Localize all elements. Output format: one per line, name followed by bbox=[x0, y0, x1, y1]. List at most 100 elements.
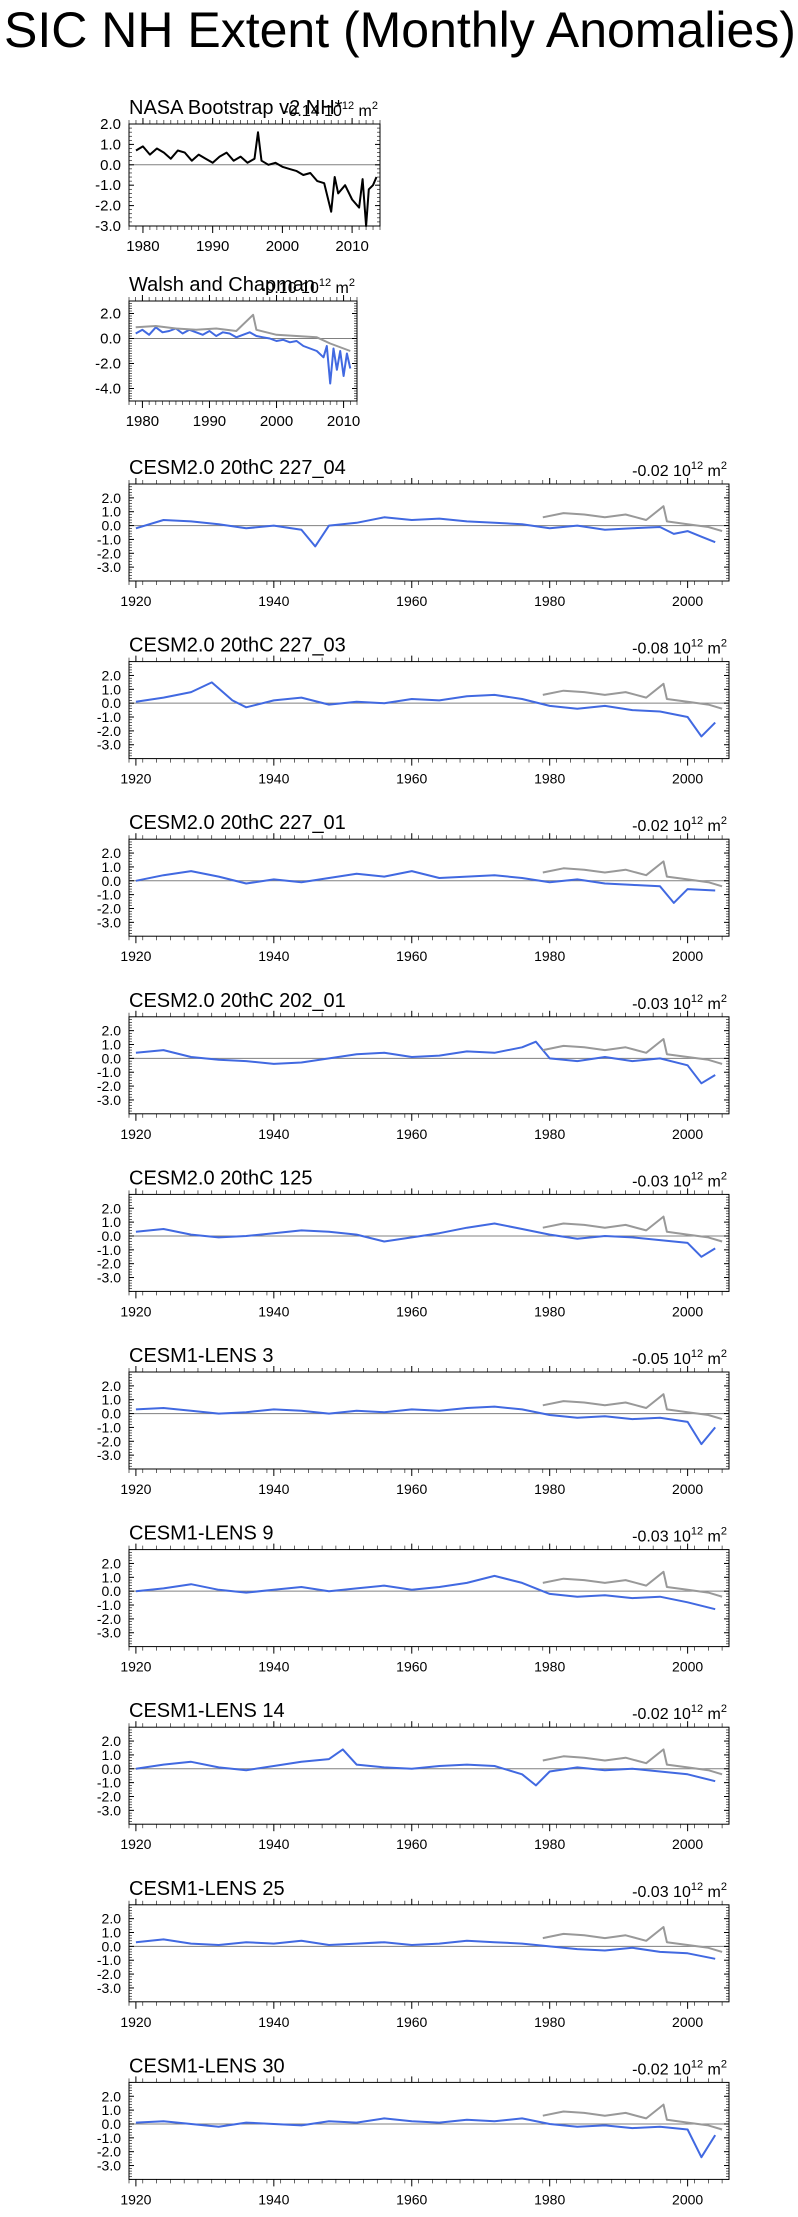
panel-title: CESM2.0 20thC 227_04 bbox=[129, 457, 346, 479]
x-tick-label: 1920 bbox=[120, 2014, 151, 2030]
y-tick-label: -1.0 bbox=[97, 1775, 121, 1791]
x-tick-label: 1920 bbox=[120, 593, 151, 609]
y-tick-label: -3.0 bbox=[97, 1270, 121, 1286]
trend-unit-tail-exponent: 2 bbox=[721, 1703, 727, 1715]
y-tick-label: 1.0 bbox=[102, 1037, 122, 1053]
page-title: SIC NH Extent (Monthly Anomalies) bbox=[4, 2, 796, 58]
y-tick-label: -2.0 bbox=[97, 900, 121, 916]
trend-unit: 10 bbox=[673, 1884, 691, 1901]
trend-unit-tail: m bbox=[703, 1884, 721, 1901]
x-tick-label: 2000 bbox=[672, 771, 703, 787]
trend-value: -0.02 bbox=[632, 1706, 673, 1723]
trend-unit-tail: m bbox=[703, 463, 721, 480]
trend-unit: 10 bbox=[673, 2061, 691, 2078]
x-tick-label: 1940 bbox=[258, 771, 289, 787]
trend-label: -0.03 1012 m2 bbox=[632, 993, 727, 1013]
panel-title: Walsh and Chapman bbox=[129, 274, 315, 296]
y-tick-label: 0.0 bbox=[102, 1761, 122, 1777]
panel-title: CESM1-LENS 9 bbox=[129, 1523, 274, 1545]
series-line bbox=[135, 326, 352, 385]
trend-unit-tail-exponent: 2 bbox=[721, 1348, 727, 1360]
x-tick-label: 2000 bbox=[672, 1481, 703, 1497]
y-tick-label: 1.0 bbox=[102, 859, 122, 875]
series-line bbox=[542, 1038, 723, 1065]
series-line bbox=[135, 1938, 716, 1960]
trend-unit-tail: m bbox=[331, 280, 349, 297]
trend-exponent: 12 bbox=[691, 638, 703, 650]
panel-title: CESM1-LENS 25 bbox=[129, 1878, 285, 1900]
y-tick-label: 1.0 bbox=[102, 1214, 122, 1230]
chart-panel: NASA Bootstrap v2 NH*-0.14 1012 m2 2.0 1.0… bbox=[95, 97, 381, 255]
trend-value: -0.08 bbox=[632, 641, 673, 658]
trend-unit-tail: m bbox=[703, 818, 721, 835]
x-tick-label: 1990 bbox=[196, 238, 229, 255]
trend-label: -0.10 1012 m2 bbox=[260, 277, 355, 297]
y-tick-label: 2.0 bbox=[102, 1555, 122, 1571]
y-tick-label: -3.0 bbox=[97, 1980, 121, 1996]
y-tick-label: -4.0 bbox=[95, 381, 121, 398]
trend-exponent: 12 bbox=[691, 815, 703, 827]
y-tick-label: -3.0 bbox=[97, 1625, 121, 1641]
y-tick-label: 1.0 bbox=[102, 681, 122, 697]
y-tick-label: -2.0 bbox=[95, 198, 121, 215]
panel-title: CESM2.0 20thC 227_01 bbox=[129, 812, 346, 834]
trend-label: -0.03 1012 m2 bbox=[632, 1881, 727, 1901]
x-tick-label: 2000 bbox=[672, 948, 703, 964]
series-line bbox=[542, 1926, 723, 1953]
y-tick-label: -1.0 bbox=[97, 887, 121, 903]
y-tick-label: -1.0 bbox=[97, 2130, 121, 2146]
trend-unit-tail: m bbox=[703, 1706, 721, 1723]
trend-unit: 10 bbox=[673, 1173, 691, 1190]
x-tick-label: 1920 bbox=[120, 2191, 151, 2207]
x-tick-label: 1920 bbox=[120, 948, 151, 964]
plot-frame bbox=[128, 1016, 730, 1115]
trend-exponent: 12 bbox=[691, 1881, 703, 1893]
plot-frame bbox=[128, 300, 358, 402]
y-tick-label: 2.0 bbox=[102, 845, 122, 861]
x-tick-label: 1960 bbox=[396, 593, 427, 609]
chart-panel: CESM1-LENS 3 -0.05 1012 m2 2.01.00.0-1.0-2… bbox=[97, 1345, 730, 1497]
y-tick-label: -2.0 bbox=[97, 1788, 121, 1804]
series-line bbox=[135, 681, 716, 738]
trend-unit-tail-exponent: 2 bbox=[721, 460, 727, 472]
trend-label: -0.02 1012 m2 bbox=[632, 460, 727, 480]
trend-unit-tail-exponent: 2 bbox=[372, 100, 378, 112]
trend-unit-tail-exponent: 2 bbox=[721, 815, 727, 827]
y-tick-label: 0.0 bbox=[102, 695, 122, 711]
y-tick-label: -1.0 bbox=[97, 709, 121, 725]
trend-unit-tail-exponent: 2 bbox=[721, 1526, 727, 1538]
y-tick-label: 2.0 bbox=[102, 1378, 122, 1394]
y-tick-label: -1.0 bbox=[97, 1952, 121, 1968]
trend-unit-tail: m bbox=[703, 1173, 721, 1190]
trend-unit-tail-exponent: 2 bbox=[721, 1170, 727, 1182]
trend-unit: 10 bbox=[673, 996, 691, 1013]
panel-title: CESM2.0 20thC 202_01 bbox=[129, 990, 346, 1012]
series-line bbox=[542, 505, 723, 533]
trend-value: -0.02 bbox=[632, 463, 673, 480]
x-tick-label: 2000 bbox=[260, 413, 293, 430]
x-tick-label: 1980 bbox=[534, 948, 565, 964]
series-line bbox=[135, 1040, 716, 1085]
y-tick-label: 2.0 bbox=[102, 1200, 122, 1216]
y-tick-label: 1.0 bbox=[102, 1747, 122, 1763]
series-line bbox=[135, 1574, 716, 1611]
chart-panel: Walsh and Chapman-0.10 1012 m2 2.0 0.0 -2.0… bbox=[95, 274, 360, 430]
y-tick-label: -2.0 bbox=[97, 723, 121, 739]
x-tick-label: 2000 bbox=[266, 238, 299, 255]
x-tick-label: 1960 bbox=[396, 2191, 427, 2207]
y-tick-label: 2.0 bbox=[102, 1023, 122, 1039]
x-tick-label: 1960 bbox=[396, 2014, 427, 2030]
y-tick-label: -2.0 bbox=[97, 1433, 121, 1449]
x-tick-label: 1980 bbox=[534, 2191, 565, 2207]
x-tick-label: 1980 bbox=[534, 1126, 565, 1142]
series-line bbox=[135, 131, 378, 227]
trend-unit: 10 bbox=[673, 1706, 691, 1723]
y-tick-label: 0.0 bbox=[100, 157, 121, 174]
x-tick-label: 1960 bbox=[396, 1126, 427, 1142]
trend-unit-tail: m bbox=[703, 1529, 721, 1546]
plot-frame bbox=[128, 1193, 730, 1292]
x-tick-label: 1980 bbox=[534, 593, 565, 609]
series-line bbox=[542, 682, 723, 710]
x-tick-label: 1940 bbox=[258, 2014, 289, 2030]
